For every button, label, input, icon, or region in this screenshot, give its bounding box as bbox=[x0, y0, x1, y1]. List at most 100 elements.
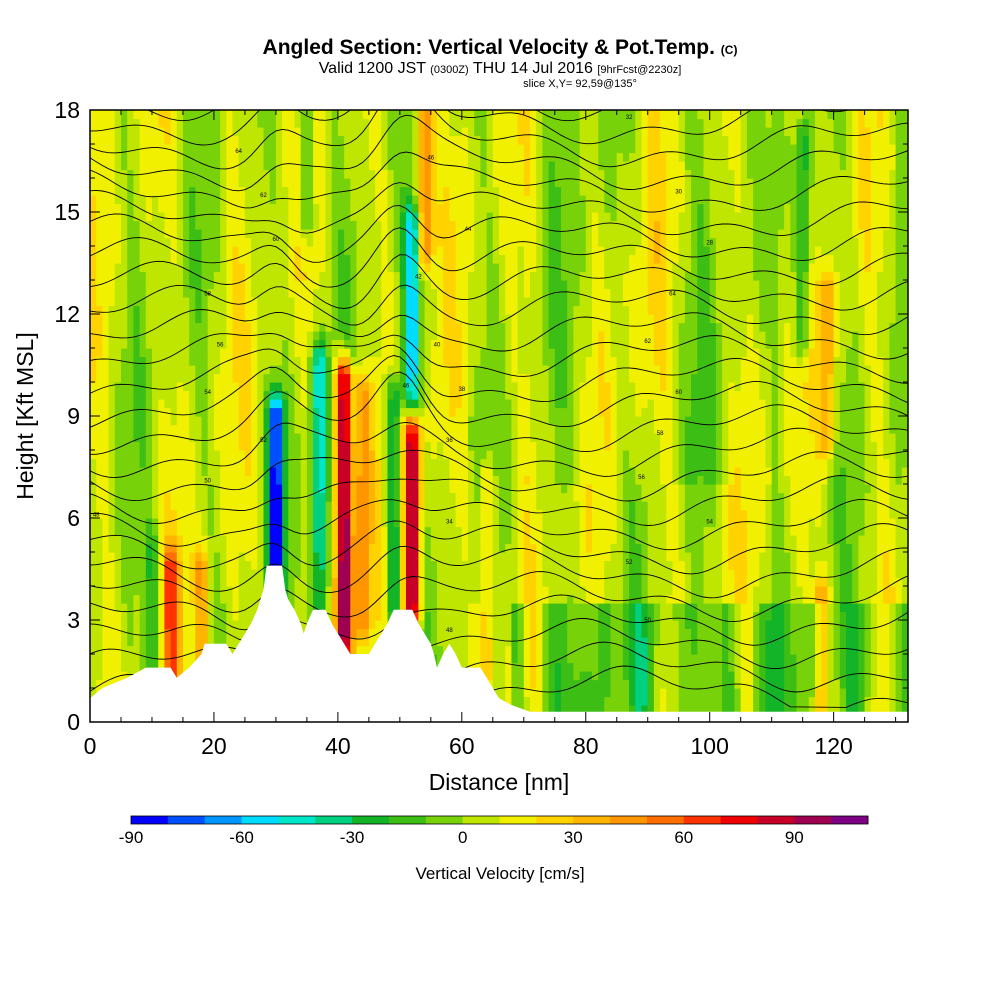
theta-contour bbox=[90, 110, 908, 170]
x-tick-label: 40 bbox=[325, 733, 351, 759]
valid-fcst: [9hrFcst@2230z] bbox=[597, 64, 682, 76]
x-tick-label: 20 bbox=[201, 733, 227, 759]
theta-contour-label: 54 bbox=[204, 390, 211, 396]
theta-contour-label: 38 bbox=[458, 387, 465, 393]
theta-contour bbox=[90, 499, 908, 551]
theta-contour bbox=[90, 545, 908, 599]
y-tick-label: 6 bbox=[67, 505, 80, 531]
theta-contour bbox=[90, 332, 908, 384]
theta-contour-label: 44 bbox=[465, 227, 472, 233]
colorbar-tick-label: -60 bbox=[229, 828, 254, 847]
colorbar-label: Vertical Velocity [cm/s] bbox=[415, 864, 585, 883]
x-tick-label: 60 bbox=[449, 733, 475, 759]
theta-contour-label: 34 bbox=[446, 519, 453, 525]
theta-contour-label: 52 bbox=[626, 560, 633, 566]
y-tick-label: 9 bbox=[67, 403, 80, 429]
x-tick-label: 120 bbox=[814, 733, 852, 759]
theta-contour-label: 36 bbox=[446, 438, 453, 444]
colorbar-swatch bbox=[536, 816, 574, 824]
theta-contour bbox=[90, 309, 908, 360]
colorbar-tick-label: 0 bbox=[458, 828, 467, 847]
theta-contour bbox=[90, 618, 908, 670]
colorbar-swatch bbox=[425, 816, 464, 824]
theta-contour-label: 64 bbox=[235, 149, 242, 155]
x-axis-label: Distance [nm] bbox=[429, 769, 570, 795]
theta-contour-label: 56 bbox=[638, 475, 645, 481]
theta-contour-label: 28 bbox=[706, 241, 713, 247]
theta-contour-label: 46 bbox=[403, 383, 410, 389]
theta-contour-label: 56 bbox=[217, 343, 224, 349]
colorbar-swatch bbox=[388, 816, 427, 824]
colorbar-tick-label: -90 bbox=[119, 828, 144, 847]
x-tick-label: 100 bbox=[691, 733, 729, 759]
x-axis: 0 20 40 60 80 100 120 bbox=[84, 110, 897, 759]
y-axis-label: Height [Kft MSL] bbox=[12, 332, 38, 499]
velocity-field bbox=[90, 110, 908, 722]
y-tick-label: 18 bbox=[54, 97, 80, 123]
terrain-shape bbox=[90, 565, 908, 722]
theta-contour bbox=[90, 205, 908, 263]
valid-date: THU 14 Jul 2016 bbox=[472, 60, 593, 77]
theta-contour bbox=[90, 520, 908, 575]
theta-contour-label: 30 bbox=[675, 190, 682, 196]
valid-prefix: Valid 1200 JST bbox=[318, 60, 426, 77]
theta-contours: 64 62 60 58 56 54 52 50 48 46 44 42 40 38 36 34 32 30 28 64… bbox=[90, 110, 908, 709]
theta-contour-label: 62 bbox=[260, 193, 267, 199]
colorbar-swatch bbox=[757, 816, 795, 824]
chart-title-tag: (C) bbox=[720, 43, 738, 57]
theta-contour-label: 50 bbox=[204, 479, 211, 485]
valid-zulu: (0300Z) bbox=[430, 64, 469, 76]
theta-contour bbox=[90, 421, 908, 479]
y-axis: 0 36 9 12 15 18 bbox=[54, 97, 908, 735]
theta-contour-label: 62 bbox=[644, 339, 651, 345]
slice-label: slice X,Y= 92,59@135° bbox=[523, 78, 637, 90]
colorbar-tick-label: 30 bbox=[564, 828, 583, 847]
chart-title: Angled Section: Vertical Velocity & Pot.… bbox=[0, 36, 1000, 60]
colorbar-swatch bbox=[204, 816, 242, 824]
colorbar-tick-label: 60 bbox=[674, 828, 693, 847]
theta-contour-label: 60 bbox=[675, 390, 682, 396]
theta-contour bbox=[90, 344, 908, 404]
y-tick-label: 12 bbox=[54, 301, 80, 327]
y-tick-label: 15 bbox=[54, 199, 80, 225]
colorbar-swatch bbox=[646, 816, 685, 824]
theta-contour-label: 52 bbox=[260, 438, 267, 444]
colorbar: -90 -60 -30 0 30 60 90 bbox=[119, 815, 869, 847]
theta-contour bbox=[90, 371, 908, 455]
theta-contour bbox=[90, 355, 908, 428]
colorbar-swatch bbox=[315, 816, 353, 824]
chart-subtitle: Valid 1200 JST (0300Z) THU 14 Jul 2016 [… bbox=[0, 60, 1000, 78]
theta-contour bbox=[90, 151, 908, 213]
colorbar-swatch bbox=[573, 816, 611, 824]
theta-contour-label: 48 bbox=[446, 628, 453, 634]
colorbar-tick-label: -30 bbox=[340, 828, 365, 847]
theta-contour-label: 46 bbox=[427, 156, 434, 162]
x-tick-label: 80 bbox=[573, 733, 599, 759]
theta-contour-label: 48 bbox=[93, 513, 100, 519]
theta-contour-label: 50 bbox=[644, 618, 651, 624]
theta-contour bbox=[90, 475, 908, 526]
colorbar-swatch bbox=[278, 816, 316, 824]
y-tick-label: 0 bbox=[67, 709, 80, 735]
colorbar-tick-label: 90 bbox=[785, 828, 804, 847]
theta-contour bbox=[90, 594, 908, 646]
theta-contour bbox=[90, 284, 908, 336]
theta-contour bbox=[90, 110, 851, 146]
chart-title-main: Angled Section: Vertical Velocity & Pot.… bbox=[262, 36, 715, 59]
theta-contour-label: 58 bbox=[204, 292, 211, 298]
colorbar-swatch bbox=[131, 816, 169, 824]
theta-contour bbox=[90, 571, 908, 623]
theta-contour-label: 64 bbox=[669, 292, 676, 298]
colorbar-swatch bbox=[167, 816, 206, 824]
theta-contour-label: 60 bbox=[273, 237, 280, 243]
theta-contour-label: 32 bbox=[626, 115, 633, 121]
theta-contour-label: 54 bbox=[706, 519, 713, 525]
terrain bbox=[90, 565, 908, 722]
colorbar-frame bbox=[130, 815, 869, 825]
colorbar-swatch bbox=[241, 816, 279, 824]
theta-contour bbox=[90, 182, 908, 236]
theta-contour-label: 42 bbox=[415, 275, 422, 281]
theta-contour bbox=[90, 227, 908, 288]
colorbar-swatch bbox=[352, 816, 390, 824]
